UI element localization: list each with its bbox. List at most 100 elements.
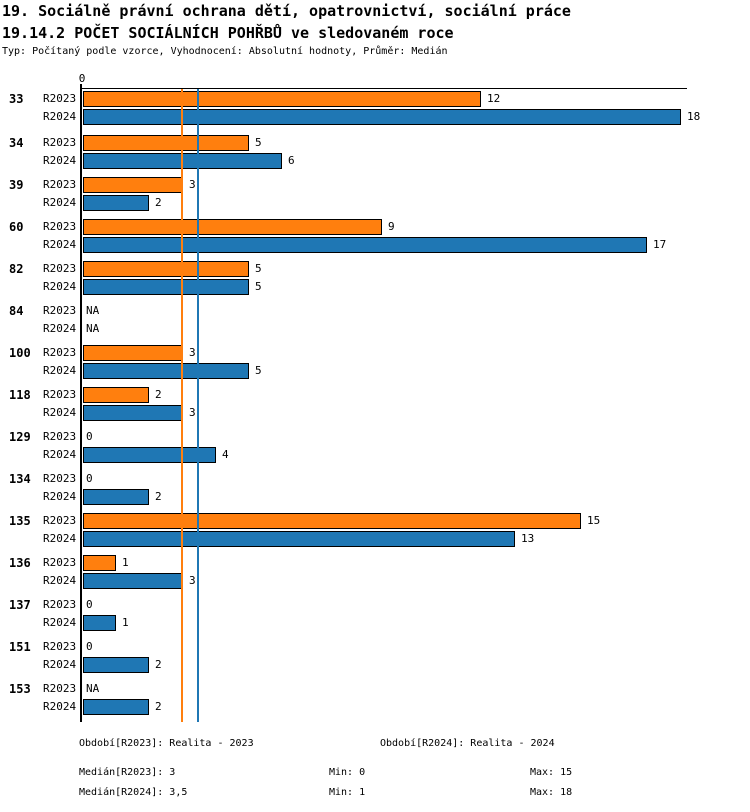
series-label-r2023: R2023	[43, 262, 77, 275]
category-label: 118	[9, 388, 31, 402]
footer-max-r2023: Max: 15	[530, 767, 573, 778]
bar-r2024	[83, 109, 681, 125]
series-label-r2024: R2024	[43, 616, 77, 629]
bar-r2024	[83, 699, 149, 715]
series-label-r2024: R2024	[43, 322, 77, 335]
series-label-r2024: R2024	[43, 574, 77, 587]
value-label: 13	[521, 532, 535, 545]
series-label-r2024: R2024	[43, 406, 77, 419]
value-label: 5	[255, 364, 262, 377]
value-label: 2	[155, 700, 162, 713]
series-label-r2023: R2023	[43, 136, 77, 149]
series-label-r2023: R2023	[43, 304, 77, 317]
footer-median-r2024: Medián[R2024]: 3,5	[79, 787, 188, 798]
bar-r2023	[83, 555, 116, 571]
category-label: 135	[9, 514, 31, 528]
bar-r2023	[83, 513, 581, 529]
category-label: 153	[9, 682, 31, 696]
series-label-r2023: R2023	[43, 556, 77, 569]
series-label-r2024: R2024	[43, 490, 77, 503]
median-reference-line-r2024	[197, 89, 199, 722]
value-label-zero: 0	[86, 640, 93, 653]
series-label-r2023: R2023	[43, 220, 77, 233]
median-reference-line-r2023	[181, 89, 183, 722]
bar-r2024	[83, 279, 249, 295]
series-label-r2023: R2023	[43, 346, 77, 359]
bar-r2023	[83, 91, 481, 107]
series-label-r2024: R2024	[43, 700, 77, 713]
footer-min-r2024: Min: 1	[329, 787, 366, 798]
value-label-zero: 0	[86, 598, 93, 611]
series-label-r2023: R2023	[43, 640, 77, 653]
page-title-line2: 19.14.2 POČET SOCIÁLNÍCH POHŘBŮ ve sledo…	[2, 24, 454, 42]
value-label: 17	[653, 238, 667, 251]
category-label: 60	[9, 220, 24, 234]
value-label-na: NA	[86, 304, 100, 317]
series-label-r2024: R2024	[43, 658, 77, 671]
series-label-r2023: R2023	[43, 178, 77, 191]
category-label: 151	[9, 640, 31, 654]
value-label: 2	[155, 490, 162, 503]
footer-period-r2024: Období[R2024]: Realita - 2024	[380, 738, 555, 749]
series-label-r2023: R2023	[43, 598, 77, 611]
bar-r2024	[83, 489, 149, 505]
series-label-r2024: R2024	[43, 238, 77, 251]
footer-max-r2024: Max: 18	[530, 787, 573, 798]
value-label: 2	[155, 388, 162, 401]
bar-r2023	[83, 387, 149, 403]
value-label: 3	[189, 178, 196, 191]
series-label-r2023: R2023	[43, 472, 77, 485]
value-label: 3	[189, 406, 196, 419]
series-label-r2023: R2023	[43, 92, 77, 105]
bar-r2023	[83, 177, 183, 193]
series-label-r2024: R2024	[43, 532, 77, 545]
value-label: 3	[189, 574, 196, 587]
value-label: 5	[255, 136, 262, 149]
x-axis-line	[82, 88, 687, 89]
bar-r2024	[83, 405, 183, 421]
bar-r2024	[83, 615, 116, 631]
bar-r2024	[83, 531, 515, 547]
value-label: 5	[255, 280, 262, 293]
value-label: 1	[122, 556, 129, 569]
category-label: 34	[9, 136, 24, 150]
category-label: 82	[9, 262, 24, 276]
category-label: 134	[9, 472, 31, 486]
bar-r2024	[83, 657, 149, 673]
series-label-r2024: R2024	[43, 154, 77, 167]
series-label-r2024: R2024	[43, 196, 77, 209]
value-label: 12	[487, 92, 501, 105]
value-label: 2	[155, 196, 162, 209]
y-axis-line	[80, 84, 82, 722]
value-label: 15	[587, 514, 601, 527]
series-label-r2024: R2024	[43, 448, 77, 461]
category-label: 100	[9, 346, 31, 360]
value-label: 3	[189, 346, 196, 359]
series-label-r2023: R2023	[43, 514, 77, 527]
category-label: 84	[9, 304, 24, 318]
category-label: 39	[9, 178, 24, 192]
series-label-r2023: R2023	[43, 682, 77, 695]
value-label: 6	[288, 154, 295, 167]
value-label: 1	[122, 616, 129, 629]
bar-r2024	[83, 195, 149, 211]
x-axis-zero-tick-label: 0	[78, 72, 86, 85]
category-label: 136	[9, 556, 31, 570]
bar-r2024	[83, 237, 647, 253]
value-label-na: NA	[86, 322, 100, 335]
series-label-r2023: R2023	[43, 388, 77, 401]
chart-meta-line: Typ: Počítaný podle vzorce, Vyhodnocení:…	[2, 46, 448, 57]
series-label-r2024: R2024	[43, 364, 77, 377]
series-label-r2024: R2024	[43, 110, 77, 123]
bar-r2023	[83, 345, 183, 361]
value-label-zero: 0	[86, 472, 93, 485]
page-title-line1: 19. Sociálně právní ochrana dětí, opatro…	[2, 2, 571, 20]
bar-r2023	[83, 219, 382, 235]
category-label: 137	[9, 598, 31, 612]
bar-r2024	[83, 573, 183, 589]
value-label-na: NA	[86, 682, 100, 695]
category-label: 33	[9, 92, 24, 106]
bar-r2024	[83, 363, 249, 379]
value-label: 18	[687, 110, 701, 123]
